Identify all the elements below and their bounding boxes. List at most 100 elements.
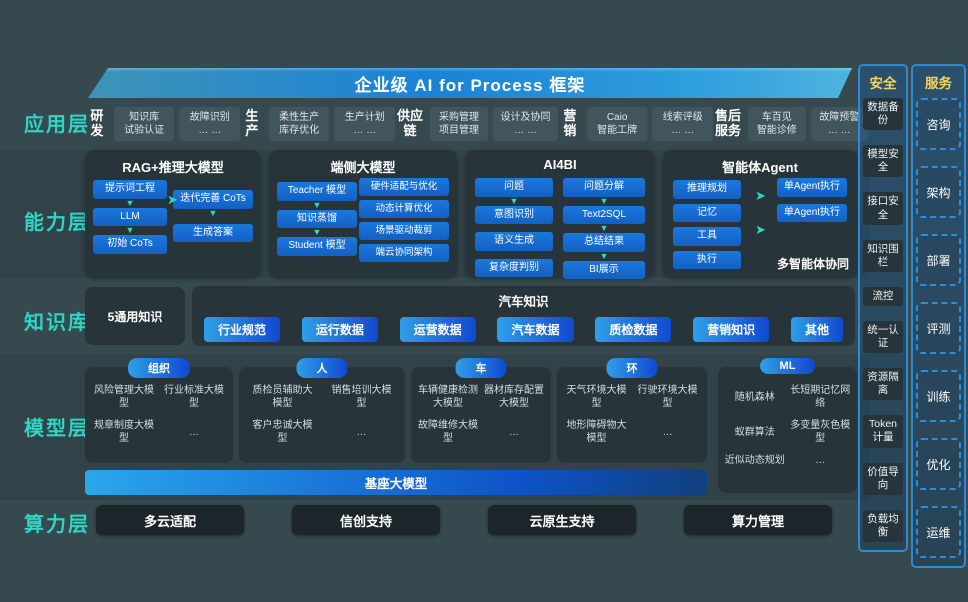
arrow-down-icon: ▼ [599,195,609,206]
flow-node: Text2SQL [563,205,645,224]
security-item: 价值导向 [863,462,903,495]
service-item: 评测 [916,302,961,354]
ai4bi-right-flow: 问题分解 ▼ Text2SQL ▼ 总结结果 ▼ BI展示 [563,178,645,279]
service-item: 训练 [916,370,961,422]
app-group-label: 研发 [90,108,104,138]
app-tag-line: 故障识别 [189,112,230,123]
model-group-items: 随机森林 长短期记忆网络 蚁群算法 多变量灰色模型 近似动态规划 … [718,367,857,471]
service-item: 咨询 [916,98,961,150]
flow-node: 初始 CoTs [93,235,167,254]
knowledge-tag: 其他 [790,317,843,342]
security-item: 模型安全 [863,145,903,178]
app-group-aftersales: 售后服务 车百见 智能诊修 故障预警 … … [713,107,869,141]
cap-box-title: 智能体Agent [722,160,798,175]
model-item: 蚁群算法 [734,426,775,438]
model-item: 随机森林 [734,391,775,403]
rag-left-flow: 提示词工程 ▼ LLM ▼ 初始 CoTs [93,180,167,254]
model-item: … [356,426,367,438]
arrow-right-icon: ➤ [755,222,766,237]
app-tag-line: … … [198,125,222,136]
app-tag-line: … … [827,125,851,136]
service-item: 优化 [916,438,961,490]
knowledge-tag: 质检数据 [595,317,672,342]
app-tag: 线索评级 … … [652,107,714,141]
model-group-label: 人 [296,358,348,378]
arrow-down-icon: ▼ [509,195,519,206]
flow-node: 端云协同架构 [359,243,449,262]
compute-label: 多云适配 [143,513,196,529]
app-tag-line: 车百见 [761,112,792,123]
model-item: 行业标准大模型 [164,385,224,409]
knowledge-tag: 运营数据 [399,317,476,342]
flow-node: 总结结果 [563,233,645,252]
agent-node: 单Agent执行 [777,203,847,222]
layer-label-application: 应用层 [24,114,90,136]
security-item: 知识围栏 [863,239,903,272]
app-tag-line: 故障预警 [819,112,860,123]
compute-label: 信创支持 [339,513,392,529]
flow-node: 记忆 [673,203,741,222]
app-tag-line: … … [671,125,695,136]
arrow-down-icon: ▼ [312,227,322,237]
security-item: Token计量 [863,415,903,448]
knowledge-tag: 营销知识 [693,317,770,342]
capability-layer-row: RAG+推理大模型 提示词工程 ▼ LLM ▼ 初始 CoTs 迭代完善 CoT… [85,150,857,279]
app-group-marketing: 营销 Caio 智能工牌 线索评级 … … [558,107,714,141]
model-item: 行驶环境大模型 [637,385,698,409]
model-group-label: 环 [606,358,658,378]
compute-item-cloudnative: 云原生支持 [488,505,636,535]
app-tag-line: … … [514,125,537,136]
flow-node: 推理规划 [673,180,741,199]
flow-node: 问题分解 [563,178,645,197]
security-panel-title: 安全 [869,76,897,91]
app-tag-line: 柔性生产 [279,112,320,123]
edge-right-list: 硬件适配与优化 动态计算优化 场景驱动裁剪 端云协同架构 [359,178,449,262]
knowledge-tag: 行业规范 [204,317,281,342]
model-group-people: 人 质检员辅助大模型 销售培训大模型 客户忠诚大模型 … [239,358,405,463]
app-group-label: 营销 [563,108,577,138]
app-group-rd: 研发 知识库 试验认证 故障识别 … … [85,107,241,141]
model-item: … [815,455,826,466]
security-items: 数据备份 模型安全 接口安全 知识围栏 流控 统一认证 资源隔离 Token计量… [860,94,906,550]
flow-node: 复杂度判别 [475,258,553,277]
model-group-label: 组织 [128,358,190,378]
app-tag: 柔性生产 库存优化 [268,107,330,141]
app-tag: 设计及协同 … … [493,107,559,141]
app-tag-line: 试验认证 [124,125,165,136]
flow-node: LLM [93,207,167,226]
multi-agent-caption: 多智能体协同 [776,257,849,271]
model-item: 天气环境大模型 [566,385,627,409]
model-item: … [662,426,673,438]
compute-label: 算力管理 [731,513,784,529]
model-group-items: 风险管理大模型 行业标准大模型 规章制度大模型 … [85,367,233,449]
model-group-environment: 环 天气环境大模型 行驶环境大模型 地形障碍物大模型 … [557,358,707,463]
flow-node: 语义生成 [475,232,553,251]
framework-title: 企业级 AI for Process 框架 [354,75,586,95]
compute-item-management: 算力管理 [684,505,832,535]
security-item: 流控 [863,286,903,306]
model-item: … [189,426,199,438]
app-group-label: 供应链 [397,108,424,138]
model-group-items: 车辆健康检测大模型 器材库存配置大模型 故障维修大模型 … [411,367,551,449]
knowledge-tags-row: 行业规范 运行数据 运营数据 汽车数据 质检数据 营销知识 其他 [192,310,855,342]
app-group-supplychain: 供应链 采购管理 项目管理 设计及协同 … … [395,107,559,141]
app-tag: 车百见 智能诊修 [748,107,806,141]
cap-box-ai4bi: AI4BI 问题 ▼ 意图识别 语义生成 复杂度判别 问题分解 ▼ Text2S… [465,150,655,279]
flow-node: 迭代完善 CoTs [173,190,253,209]
model-group-ml: ML 随机森林 长短期记忆网络 蚁群算法 多变量灰色模型 近似动态规划 … [718,358,857,493]
edge-left-flow: Teacher 模型 ▼ 知识蒸馏 ▼ Student 模型 [277,182,357,256]
app-tag-line: 生产计划 [344,112,385,123]
service-item: 架构 [916,166,961,218]
flow-node: 生成答案 [173,223,253,242]
flow-node: 执行 [673,250,741,269]
security-panel: 安全 数据备份 模型安全 接口安全 知识围栏 流控 统一认证 资源隔离 Toke… [858,64,908,552]
arrow-down-icon: ▼ [125,225,135,235]
layer-label-knowledge: 知识库 [24,312,90,334]
knowledge-auto-title: 汽车知识 [498,295,549,309]
cap-box-title: AI4BI [543,157,577,172]
security-item: 统一认证 [863,320,903,354]
arrow-down-icon: ▼ [599,223,609,233]
cap-box-title: RAG+推理大模型 [122,160,224,175]
agent-node: 单Agent执行 [777,178,847,197]
